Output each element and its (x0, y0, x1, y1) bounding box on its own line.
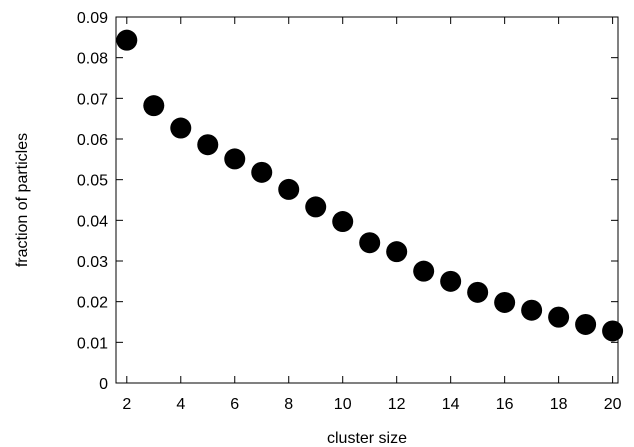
data-point (413, 260, 435, 282)
data-point (386, 241, 408, 263)
x-tick-label: 14 (442, 396, 460, 413)
y-tick-label: 0.02 (77, 295, 108, 312)
x-tick-label: 2 (122, 396, 131, 413)
data-point (494, 291, 516, 313)
y-axis-ticks: 0 0.01 0.02 0.03 0.04 0.05 0.06 0.07 0.08 0.09 (77, 10, 618, 393)
data-point (170, 117, 192, 139)
x-tick-label: 12 (388, 396, 406, 413)
x-axis-ticks: 2 4 6 8 10 12 14 16 18 20 (122, 17, 622, 413)
x-tick-label: 16 (496, 396, 514, 413)
y-tick-label: 0.01 (77, 335, 108, 352)
y-tick-label: 0.05 (77, 173, 108, 190)
x-tick-label: 4 (176, 396, 185, 413)
data-point (359, 232, 381, 254)
y-tick-label: 0.06 (77, 132, 108, 149)
data-point (440, 270, 462, 292)
x-tick-label: 20 (604, 396, 622, 413)
y-tick-label: 0.04 (77, 213, 108, 230)
y-tick-label: 0.09 (77, 10, 108, 27)
data-point (305, 196, 327, 218)
data-point (143, 95, 165, 117)
y-axis-label: fraction of particles (14, 133, 31, 267)
data-point (224, 148, 246, 170)
data-point (548, 306, 570, 328)
data-point (251, 161, 273, 183)
data-point (521, 299, 543, 321)
y-tick-label: 0 (99, 376, 108, 393)
data-points (116, 29, 624, 342)
x-tick-label: 18 (550, 396, 568, 413)
y-tick-label: 0.08 (77, 51, 108, 68)
x-tick-label: 8 (284, 396, 293, 413)
data-point (116, 29, 138, 51)
data-point (602, 320, 624, 342)
x-tick-label: 6 (230, 396, 239, 413)
y-tick-label: 0.07 (77, 91, 108, 108)
data-point (197, 134, 219, 156)
plot-frame (115, 16, 619, 384)
x-tick-label: 10 (334, 396, 352, 413)
data-point (575, 313, 597, 335)
x-axis-label: cluster size (327, 430, 407, 447)
data-point (467, 281, 489, 303)
y-tick-label: 0.03 (77, 254, 108, 271)
data-point (332, 211, 354, 233)
data-point (278, 178, 300, 200)
